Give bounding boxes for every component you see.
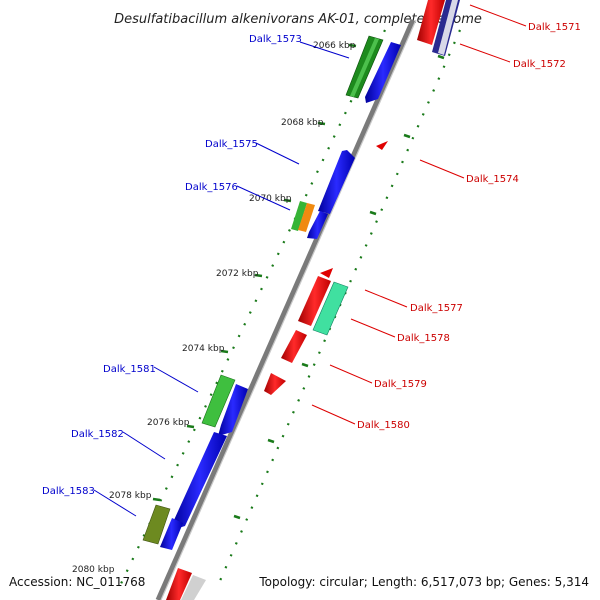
accession-text: Accession: NC_011768	[9, 575, 145, 589]
tick-label: 2068 kbp	[281, 118, 324, 128]
gene-label[interactable]: Dalk_1576	[185, 182, 238, 193]
gene-feature[interactable]	[417, 0, 445, 45]
gene-feature[interactable]	[142, 504, 171, 545]
tick-label: 2078 kbp	[109, 491, 152, 501]
gene-label[interactable]: Dalk_1581	[103, 364, 156, 375]
gene-feature[interactable]	[264, 373, 286, 395]
gene-label[interactable]: Dalk_1571	[528, 22, 581, 33]
gene-feature[interactable]	[307, 211, 328, 239]
gene-label[interactable]: Dalk_1575	[205, 139, 258, 150]
tick-label: 2080 kbp	[72, 565, 115, 575]
gene-label[interactable]: Dalk_1582	[71, 429, 124, 440]
gene-feature[interactable]	[218, 384, 248, 436]
gene-label[interactable]: Dalk_1580	[357, 420, 410, 431]
gene-feature[interactable]	[166, 568, 192, 600]
tick-label: 2076 kbp	[147, 418, 190, 428]
gene-label[interactable]: Dalk_1577	[410, 303, 463, 314]
topology-text: Topology: circular; Length: 6,517,073 bp…	[258, 575, 589, 589]
genome-backbone	[155, 18, 416, 600]
gene-feature[interactable]	[298, 203, 315, 232]
gene-feature[interactable]	[320, 268, 333, 278]
left-callouts	[93, 41, 350, 517]
gene-feature[interactable]	[160, 518, 183, 550]
backbone-highlight	[160, 19, 417, 600]
gene-label[interactable]: Dalk_1572	[513, 59, 566, 70]
tick-label: 2070 kbp	[249, 194, 292, 204]
gene-feature-highlight	[438, 0, 458, 55]
tick-label: 2066 kbp	[313, 41, 356, 51]
gene-feature[interactable]	[298, 276, 331, 326]
gene-label[interactable]: Dalk_1574	[466, 174, 519, 185]
gene-feature[interactable]	[181, 575, 206, 600]
gene-feature[interactable]	[365, 42, 401, 103]
inner-genes	[142, 35, 401, 550]
gene-feature[interactable]	[172, 432, 227, 530]
gene-feature[interactable]	[312, 281, 349, 336]
right-callouts	[311, 4, 527, 425]
gene-label[interactable]: Dalk_1573	[249, 34, 302, 45]
gene-label[interactable]: Dalk_1579	[374, 379, 427, 390]
outer-genes	[166, 0, 460, 600]
gene-feature[interactable]	[281, 330, 307, 363]
tick-label: 2072 kbp	[216, 269, 259, 279]
gene-feature[interactable]	[201, 374, 236, 428]
map-title: Desulfatibacillum alkenivorans AK-01, co…	[114, 12, 482, 27]
gene-label[interactable]: Dalk_1583	[42, 486, 95, 497]
gene-feature[interactable]	[318, 150, 355, 214]
gene-feature[interactable]	[376, 141, 388, 150]
gene-feature[interactable]	[291, 201, 307, 231]
gene-label[interactable]: Dalk_1578	[397, 333, 450, 344]
tick-label: 2074 kbp	[182, 344, 225, 354]
gene-feature-highlight	[350, 38, 379, 97]
